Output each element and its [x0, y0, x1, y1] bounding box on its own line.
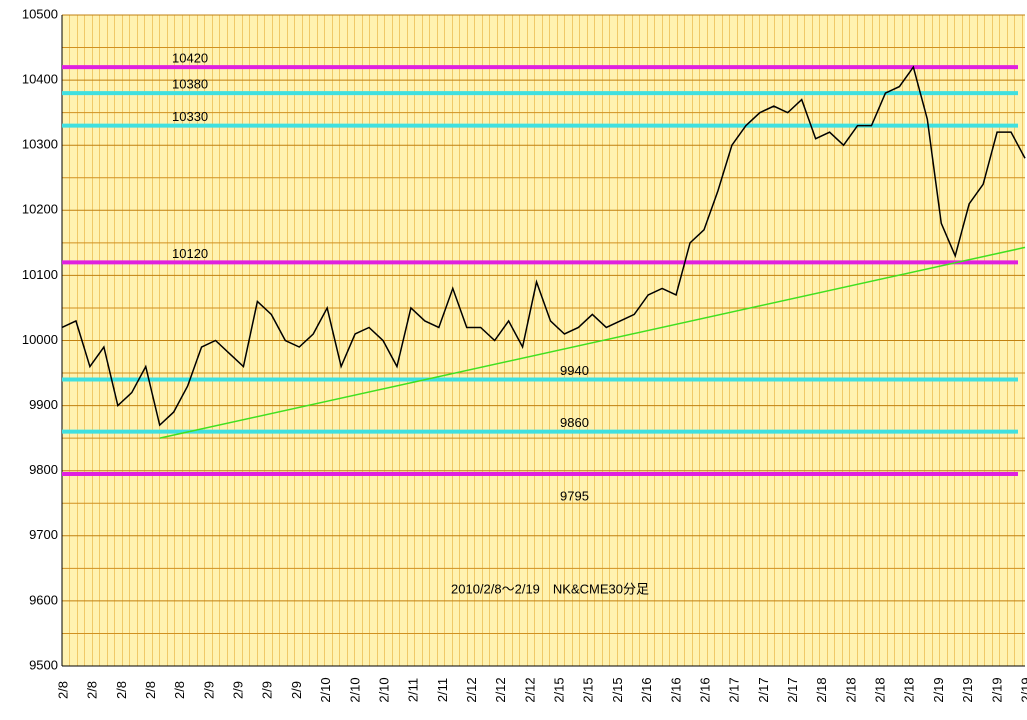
x-tick-label: 2/9 — [231, 681, 246, 699]
level-label: 10330 — [172, 109, 208, 124]
x-tick-label: 2/19 — [960, 677, 975, 702]
x-tick-label: 2/18 — [902, 677, 917, 702]
x-tick-label: 2/9 — [289, 681, 304, 699]
x-tick-label: 2/18 — [873, 677, 888, 702]
x-tick-label: 2/8 — [143, 681, 158, 699]
y-tick-label: 10100 — [22, 267, 58, 282]
x-tick-label: 2/8 — [172, 681, 187, 699]
x-tick-label: 2/18 — [843, 677, 858, 702]
x-tick-label: 2/19 — [989, 677, 1004, 702]
x-tick-label: 2/12 — [464, 677, 479, 702]
x-tick-label: 2/10 — [318, 677, 333, 702]
x-tick-label: 2/16 — [697, 677, 712, 702]
y-tick-label: 9900 — [29, 397, 58, 412]
level-label: 10380 — [172, 77, 208, 92]
x-tick-label: 2/17 — [727, 677, 742, 702]
x-tick-label: 2/8 — [114, 681, 129, 699]
x-tick-label: 2/17 — [785, 677, 800, 702]
x-tick-label: 2/10 — [347, 677, 362, 702]
y-tick-label: 9500 — [29, 657, 58, 672]
x-tick-label: 2/9 — [260, 681, 275, 699]
x-tick-label: 2/11 — [435, 678, 450, 702]
y-tick-label: 10200 — [22, 202, 58, 217]
x-tick-label: 2/12 — [493, 677, 508, 702]
level-label: 10420 — [172, 51, 208, 66]
trend-line — [159, 246, 1026, 439]
level-label: 10120 — [172, 246, 208, 261]
x-tick-label: 2/16 — [668, 677, 683, 702]
y-tick-label: 10000 — [22, 332, 58, 347]
x-tick-label: 2/8 — [85, 681, 100, 699]
price-line — [61, 65, 1026, 427]
x-tick-label: 2/11 — [406, 678, 421, 702]
level-label: 9940 — [560, 363, 589, 378]
y-tick-label: 10400 — [22, 72, 58, 87]
annotation: 2010/2/8～2/19 NK&CME30分足 — [451, 581, 649, 596]
x-tick-label: 2/19 — [931, 677, 946, 702]
x-tick-label: 2/15 — [552, 677, 567, 702]
y-tick-label: 10300 — [22, 137, 58, 152]
x-tick-label: 2/16 — [639, 677, 654, 702]
x-tick-label: 2/9 — [201, 681, 216, 699]
x-tick-label: 2/15 — [581, 677, 596, 702]
y-tick-label: 10500 — [22, 6, 58, 21]
x-tick-label: 2/10 — [376, 677, 391, 702]
x-tick-label: 2/12 — [522, 677, 537, 702]
x-tick-label: 2/8 — [55, 681, 70, 699]
x-tick-label: 2/18 — [814, 677, 829, 702]
x-tick-label: 2/17 — [756, 677, 771, 702]
y-tick-label: 9800 — [29, 462, 58, 477]
y-tick-label: 9700 — [29, 527, 58, 542]
x-tick-label: 2/15 — [610, 677, 625, 702]
x-tick-label: 2/19 — [1018, 677, 1027, 702]
y-tick-label: 9600 — [29, 592, 58, 607]
level-label: 9860 — [560, 415, 589, 430]
level-label: 9795 — [560, 488, 589, 503]
